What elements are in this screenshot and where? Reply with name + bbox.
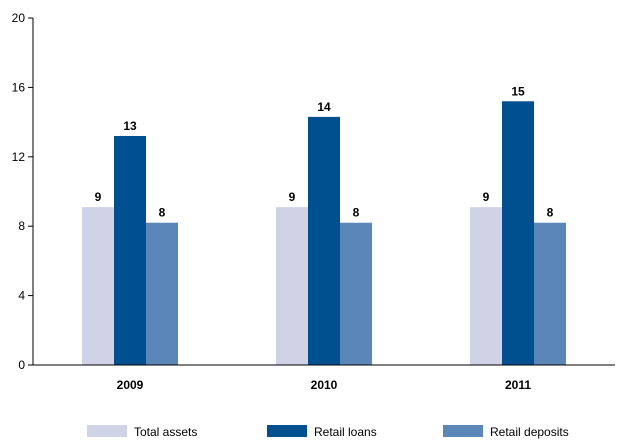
bar-retail-deposits-2010 <box>340 222 372 365</box>
data-label: 15 <box>511 84 525 98</box>
data-label: 13 <box>123 119 137 133</box>
bar-total-assets-2010 <box>276 207 308 365</box>
y-tick-label: 16 <box>12 80 26 94</box>
data-label: 9 <box>483 190 490 204</box>
y-tick-label: 4 <box>18 289 25 303</box>
legend-swatch <box>267 425 307 437</box>
bar-retail-loans-2009 <box>114 135 146 365</box>
legend-swatch <box>87 425 127 437</box>
y-tick-label: 20 <box>12 11 26 25</box>
bar-retail-deposits-2009 <box>146 222 178 365</box>
data-label: 14 <box>317 100 331 114</box>
y-tick-label: 8 <box>18 219 25 233</box>
data-label: 9 <box>95 190 102 204</box>
data-label: 9 <box>289 190 296 204</box>
legend: Total assets Retail loans Retail deposits <box>87 425 569 439</box>
legend-label: Retail loans <box>314 425 377 439</box>
x-category-label: 2011 <box>505 378 531 392</box>
legend-swatch <box>443 425 483 437</box>
data-label: 8 <box>547 206 554 220</box>
x-category-label: 2009 <box>117 378 144 392</box>
x-category-label: 2010 <box>311 378 338 392</box>
bar-total-assets-2011 <box>470 207 502 365</box>
bar-retail-deposits-2011 <box>534 222 566 365</box>
y-tick-label: 12 <box>12 150 26 164</box>
data-label: 8 <box>159 206 166 220</box>
bar-retail-loans-2011 <box>502 101 534 365</box>
legend-label: Total assets <box>134 425 197 439</box>
data-label: 8 <box>353 206 360 220</box>
y-axis: 0 4 8 12 16 20 <box>12 11 34 372</box>
bars <box>82 101 566 366</box>
bar-retail-loans-2010 <box>308 116 340 366</box>
bar-total-assets-2009 <box>82 207 114 365</box>
data-labels: 9 13 8 9 14 8 9 15 8 <box>95 84 554 219</box>
legend-label: Retail deposits <box>490 425 569 439</box>
x-axis: 2009 2010 2011 <box>33 364 615 392</box>
y-tick-label: 0 <box>18 358 25 372</box>
